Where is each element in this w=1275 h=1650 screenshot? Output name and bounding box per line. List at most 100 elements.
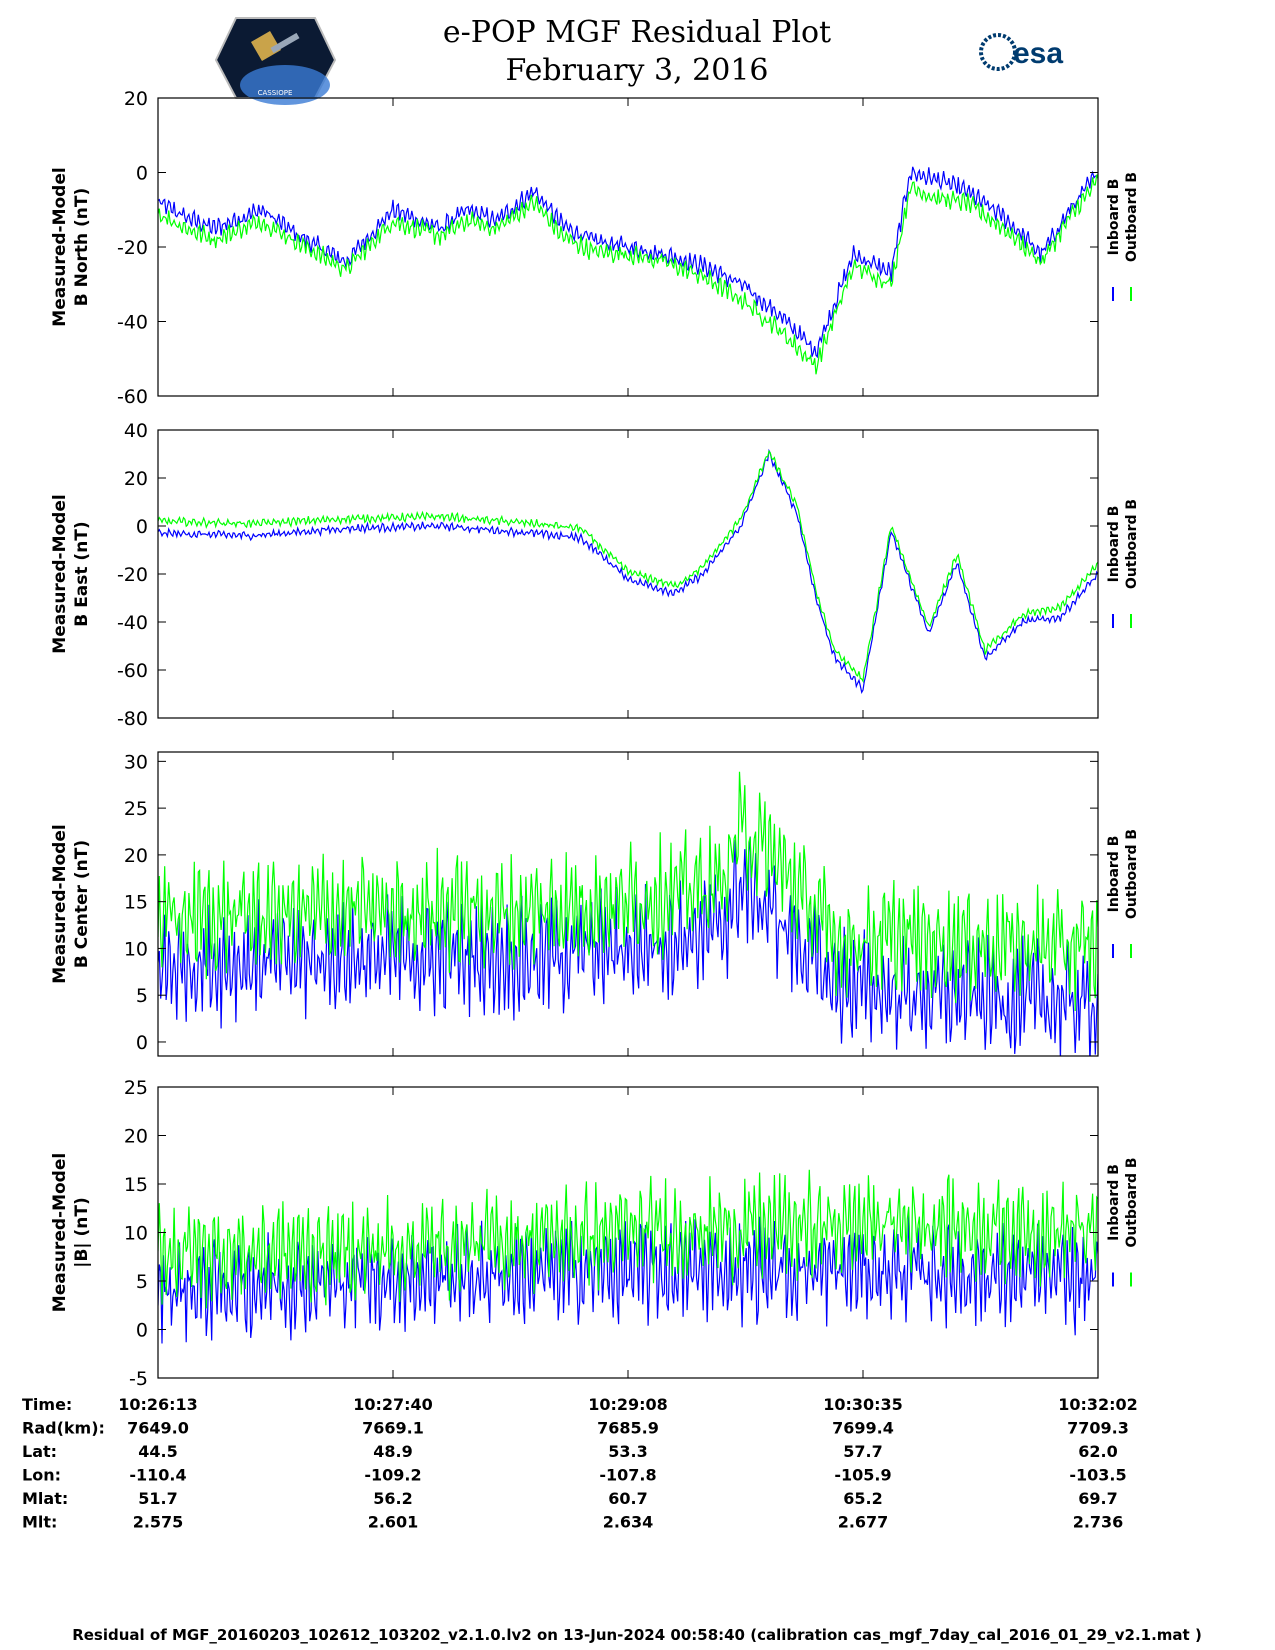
series-outboard-line xyxy=(158,449,1098,684)
y-tick-label: -80 xyxy=(117,708,148,730)
legend: Inboard B Outboard B xyxy=(1106,172,1140,301)
y-tick-label: 0 xyxy=(136,1320,148,1342)
legend: Inboard B Outboard B xyxy=(1106,1157,1140,1287)
y-tick-label: -60 xyxy=(117,386,148,408)
table-cell: -109.2 xyxy=(364,1466,421,1485)
y-axis-label-line2: B North (nT) xyxy=(72,188,92,307)
cassiope-logo-text: CASSIOPE xyxy=(258,89,293,97)
table-cell: 7699.4 xyxy=(832,1419,894,1438)
legend-inboard-label: Inboard B xyxy=(1106,836,1122,913)
table-row-label: Lat: xyxy=(22,1442,57,1461)
table-cell: 60.7 xyxy=(608,1489,647,1508)
panel-1: 20 0 -20 -40 -60 Measured-Model B North (nT) In… xyxy=(50,88,1140,408)
legend-outboard-label: Outboard B xyxy=(1124,829,1140,919)
table-row-label: Time: xyxy=(22,1395,72,1414)
table-cell: 7669.1 xyxy=(362,1419,424,1438)
y-tick-label: 30 xyxy=(124,751,148,773)
series-outboard-line xyxy=(158,1169,1098,1309)
series-inboard-line xyxy=(158,1215,1098,1344)
series-inboard-line xyxy=(158,448,1098,694)
table-row-label: Mlt: xyxy=(22,1513,57,1532)
y-tick-label: 20 xyxy=(124,845,148,867)
table-cell: 10:27:40 xyxy=(353,1395,433,1414)
legend-inboard-label: Inboard B xyxy=(1106,1164,1122,1241)
y-axis-label-line1: Measured-Model xyxy=(50,1153,70,1312)
panel-4: 25 20 15 10 5 0 -5 Measured-Model |B| (nT) Inboar… xyxy=(50,1077,1140,1390)
y-axis-label-line1: Measured-Model xyxy=(50,167,70,326)
legend-outboard-label: Outboard B xyxy=(1124,1157,1140,1247)
esa-logo-text: esa xyxy=(1013,37,1063,70)
header: CASSIOPE e-POP MGF Residual Plot Februar… xyxy=(214,15,1063,105)
table-cell: 2.575 xyxy=(133,1513,184,1532)
y-axis-label-line2: B Center (nT) xyxy=(72,840,92,968)
table-row-label: Mlat: xyxy=(22,1489,68,1508)
y-tick-label: 40 xyxy=(124,420,148,442)
y-tick-label: 10 xyxy=(124,938,148,960)
table-cell: 56.2 xyxy=(373,1489,412,1508)
y-tick-label: -40 xyxy=(117,612,148,634)
plot-date: February 3, 2016 xyxy=(505,53,768,88)
legend-outboard-label: Outboard B xyxy=(1124,499,1140,589)
table-cell: 65.2 xyxy=(843,1489,882,1508)
table-row-label: Rad(km): xyxy=(22,1419,105,1438)
series-inboard-line xyxy=(158,836,1098,1056)
esa-logo: esa xyxy=(979,33,1063,71)
panel-2: 40 20 0 -20 -40 -60 -80 Measured-Model B East (n… xyxy=(50,420,1140,730)
y-axis-label-line1: Measured-Model xyxy=(50,824,70,983)
y-tick-label: 0 xyxy=(136,1032,148,1054)
series-outboard-line xyxy=(158,771,1098,1012)
y-tick-label: -40 xyxy=(117,312,148,334)
table-cell: 10:30:35 xyxy=(823,1395,903,1414)
y-tick-label: 15 xyxy=(124,1174,148,1196)
y-tick-label: 25 xyxy=(124,798,148,820)
y-tick-label: 20 xyxy=(124,468,148,490)
ephemeris-table: Time: Rad(km): Lat: Lon: Mlat: Mlt: 10:26:13 76… xyxy=(22,1395,1138,1532)
legend: Inboard B Outboard B xyxy=(1106,499,1140,628)
y-tick-label: 5 xyxy=(136,1271,148,1293)
table-cell: 2.634 xyxy=(603,1513,654,1532)
legend-inboard-label: Inboard B xyxy=(1106,179,1122,256)
table-cell: 51.7 xyxy=(138,1489,177,1508)
table-cell: -110.4 xyxy=(129,1466,186,1485)
legend: Inboard B Outboard B xyxy=(1106,829,1140,958)
y-axis-label-line2: B East (nT) xyxy=(72,521,92,626)
y-tick-label: 20 xyxy=(124,1126,148,1148)
table-cell: 10:29:08 xyxy=(588,1395,668,1414)
y-tick-label: -60 xyxy=(117,660,148,682)
table-cell: 48.9 xyxy=(373,1442,412,1461)
legend-outboard-label: Outboard B xyxy=(1124,172,1140,262)
y-axis-label-line1: Measured-Model xyxy=(50,494,70,653)
footer-note: Residual of MGF_20160203_102612_103202_v… xyxy=(72,1626,1202,1644)
cassiope-logo: CASSIOPE xyxy=(214,17,337,105)
table-cell: -105.9 xyxy=(834,1466,891,1485)
y-tick-label: 5 xyxy=(136,985,148,1007)
table-cell: 7709.3 xyxy=(1067,1419,1129,1438)
panel-3: 30 25 20 15 10 5 0 Measured-Model B Center (nT) I… xyxy=(50,751,1140,1057)
y-tick-label: 25 xyxy=(124,1077,148,1099)
series-outboard-line xyxy=(158,174,1098,375)
table-cell: 62.0 xyxy=(1078,1442,1117,1461)
y-axis-label-line2: |B| (nT) xyxy=(72,1197,92,1268)
series-inboard-line xyxy=(158,166,1098,359)
legend-inboard-label: Inboard B xyxy=(1106,506,1122,583)
table-cell: 69.7 xyxy=(1078,1489,1117,1508)
y-tick-label: 15 xyxy=(124,892,148,914)
y-tick-label: 20 xyxy=(124,88,148,110)
plot-title: e-POP MGF Residual Plot xyxy=(443,15,831,50)
table-cell: -107.8 xyxy=(599,1466,656,1485)
table-cell: 10:32:02 xyxy=(1058,1395,1138,1414)
table-cell: 2.677 xyxy=(838,1513,889,1532)
y-tick-label: -20 xyxy=(117,564,148,586)
table-cell: 53.3 xyxy=(608,1442,647,1461)
table-cell: 2.736 xyxy=(1073,1513,1124,1532)
table-cell: 7685.9 xyxy=(597,1419,659,1438)
y-tick-label: 0 xyxy=(136,516,148,538)
y-tick-label: 10 xyxy=(124,1223,148,1245)
y-tick-label: -5 xyxy=(129,1368,148,1390)
table-cell: 44.5 xyxy=(138,1442,177,1461)
y-tick-label: -20 xyxy=(117,237,148,259)
y-tick-label: 0 xyxy=(136,163,148,185)
table-row-label: Lon: xyxy=(22,1466,61,1485)
